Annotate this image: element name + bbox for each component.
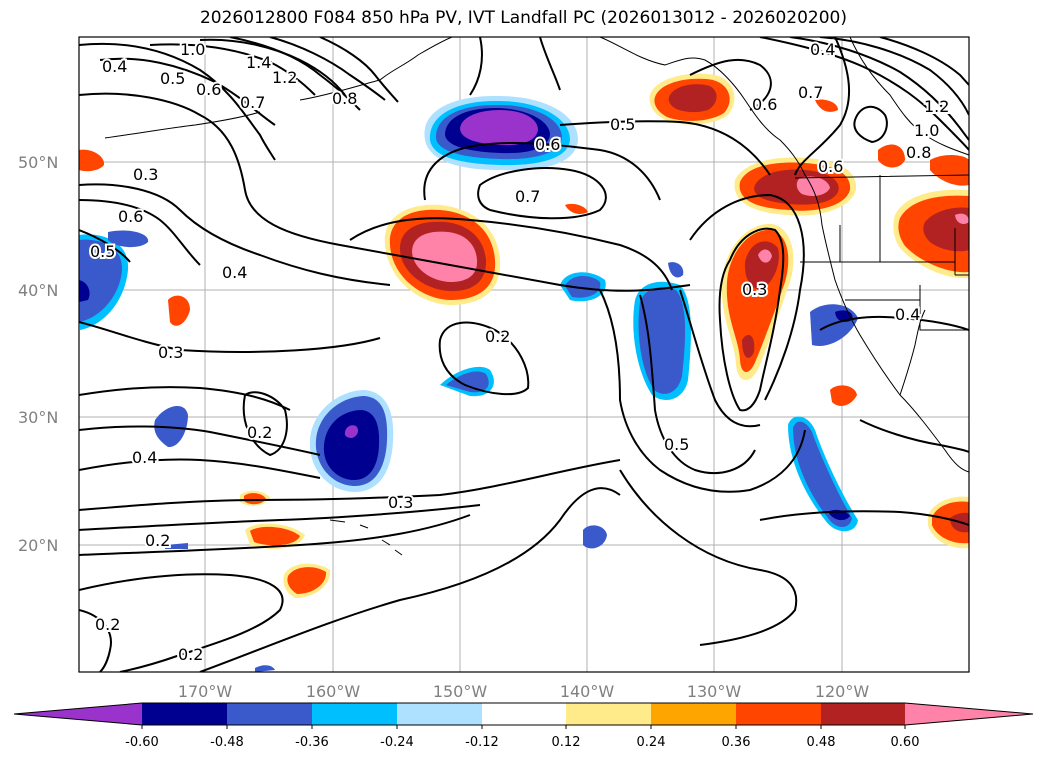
colorbar: -0.60 -0.48 -0.36 -0.24 -0.12 0.12 0.24 … — [13, 702, 1034, 750]
state-borders — [794, 174, 969, 331]
contour-label: 0.4 — [222, 263, 247, 282]
lon-label: 160°W — [306, 682, 361, 701]
contour-label: 1.2 — [272, 68, 297, 87]
positive-anomaly-blob — [721, 223, 794, 380]
contour-label: 1.2 — [924, 97, 949, 116]
colorbar-tick-label: -0.24 — [380, 735, 414, 750]
colorbar-tick-label: -0.36 — [295, 735, 329, 750]
contour-label: 0.3 — [388, 493, 413, 512]
colorbar-ticks — [141, 725, 906, 729]
contour-label: 0.2 — [485, 327, 510, 346]
contour-label: 0.3 — [133, 165, 158, 184]
contour-label: 0.5 — [90, 242, 115, 261]
coastline — [104, 37, 969, 556]
contour-label: 0.8 — [906, 143, 931, 162]
figure-title: 2026012800 F084 850 hPa PV, IVT Landfall… — [199, 8, 847, 28]
colorbar-tick-label: 0.48 — [807, 735, 836, 750]
lon-label: 150°W — [433, 682, 488, 701]
contour-label: 0.6 — [196, 80, 221, 99]
lon-label: 130°W — [687, 682, 742, 701]
negative-anomaly-blob — [633, 281, 691, 400]
contour-label: 1.4 — [246, 53, 271, 72]
lat-label: 30°N — [18, 408, 58, 427]
contour-label: 0.3 — [742, 280, 767, 299]
colorbar-segment — [566, 703, 651, 725]
contour-label: 0.8 — [332, 89, 357, 108]
map-plot-area: 0.4 1.0 1.4 1.2 0.5 0.6 0.7 0.8 0.5 0.6 … — [79, 37, 969, 672]
contour-label: 0.5 — [664, 435, 689, 454]
pv-contour — [79, 37, 969, 672]
contour-label: 0.4 — [895, 305, 920, 324]
positive-anomaly-blob — [878, 144, 969, 279]
colorbar-segment — [397, 703, 482, 725]
positive-anomaly-blob — [734, 157, 857, 216]
contour-label: 0.4 — [810, 40, 835, 59]
colorbar-tick-label: 0.36 — [722, 735, 751, 750]
negative-anomaly-blob — [309, 390, 394, 492]
colorbar-segment — [651, 703, 736, 725]
contour-label: 1.0 — [180, 40, 205, 59]
contour-label: 0.6 — [752, 95, 777, 114]
contour-label: 0.4 — [132, 448, 157, 467]
positive-anomaly-blob — [79, 99, 969, 598]
positive-anomaly-blob — [384, 204, 501, 305]
latitude-labels: 50°N 40°N 30°N 20°N — [18, 153, 58, 555]
longitude-labels: 170°W 160°W 150°W 140°W 130°W 120°W — [178, 682, 870, 701]
colorbar-segment — [821, 703, 905, 725]
colorbar-tick-label: 0.24 — [637, 735, 666, 750]
contour-label: 0.2 — [145, 531, 170, 550]
positive-anomaly-blob — [649, 73, 735, 125]
colorbar-tick-label: -0.12 — [465, 735, 499, 750]
negative-anomaly-blob — [424, 95, 578, 171]
contour-label: 0.3 — [158, 343, 183, 362]
contour-label: 0.6 — [818, 157, 843, 176]
lat-label: 40°N — [18, 281, 58, 300]
contour-label: 0.5 — [610, 115, 635, 134]
map-frame — [78, 36, 970, 673]
contour-label: 0.2 — [95, 615, 120, 634]
contour-label: 1.0 — [914, 121, 939, 140]
contour-label: 0.7 — [240, 93, 265, 112]
colorbar-tick-label: -0.60 — [125, 735, 159, 750]
colorbar-segment — [142, 703, 227, 725]
contour-label: 0.2 — [178, 645, 203, 664]
contour-label-group: 0.4 1.0 1.4 1.2 0.5 0.6 0.7 0.8 0.5 0.6 … — [88, 38, 951, 666]
contour-label: 0.2 — [247, 423, 272, 442]
colorbar-tick-label: 0.12 — [552, 735, 581, 750]
lon-label: 120°W — [815, 682, 870, 701]
contour-label: 0.6 — [535, 135, 560, 154]
colorbar-extend-max — [905, 703, 1033, 725]
lon-label: 170°W — [178, 682, 233, 701]
negative-anomaly-blob — [79, 230, 149, 330]
colorbar-tick-label: 0.60 — [891, 735, 920, 750]
contour-label: 0.7 — [798, 83, 823, 102]
lon-label: 140°W — [560, 682, 615, 701]
colorbar-segment — [482, 703, 566, 725]
colorbar-segment — [227, 703, 312, 725]
contour-label: 0.6 — [118, 207, 143, 226]
contour-label: 0.4 — [102, 57, 127, 76]
colorbar-tick-label: -0.48 — [210, 735, 244, 750]
contour-label: 0.7 — [515, 187, 540, 206]
colorbar-segment — [312, 703, 397, 725]
lat-label: 50°N — [18, 153, 58, 172]
colorbar-segment — [736, 703, 821, 725]
lat-label: 20°N — [18, 536, 58, 555]
colorbar-extend-min — [14, 703, 142, 725]
contour-label: 0.5 — [160, 69, 185, 88]
